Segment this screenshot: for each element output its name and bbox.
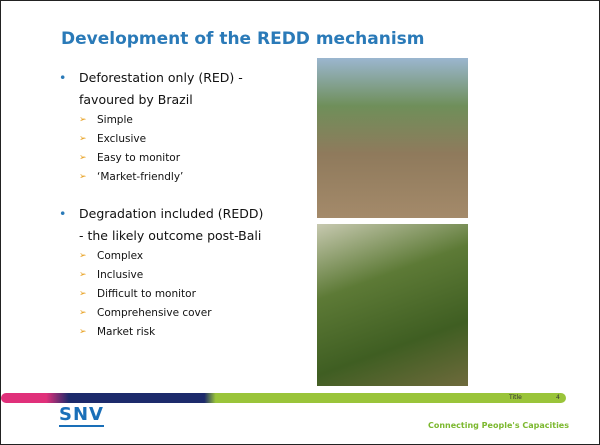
slide-title: Development of the REDD mechanism: [61, 29, 425, 49]
logo: SNV: [59, 405, 104, 427]
bullet: Deforestation only (RED) - favoured by B…: [53, 67, 269, 111]
sub-bullet: Difficult to monitor: [53, 285, 303, 304]
bullet: Degradation included (REDD) - the likely…: [53, 203, 269, 247]
photo: [317, 58, 468, 218]
photo: [317, 224, 468, 386]
footer-title: Title: [509, 393, 522, 403]
sub-bullet: Comprehensive cover: [53, 304, 303, 323]
slide: Development of the REDD mechanism Defore…: [0, 0, 600, 445]
footer-bar: [1, 393, 566, 403]
tagline: Connecting People's Capacities: [428, 421, 569, 430]
bullet-group: Degradation included (REDD) - the likely…: [53, 203, 303, 342]
bullet-group: Deforestation only (RED) - favoured by B…: [53, 67, 303, 187]
sub-bullet: Inclusive: [53, 266, 303, 285]
bullet-list: Deforestation only (RED) - favoured by B…: [53, 67, 303, 358]
sub-bullet: Simple: [53, 111, 303, 130]
sub-bullet: Market risk: [53, 323, 303, 342]
sub-bullet: Complex: [53, 247, 303, 266]
sub-bullet: ‘Market-friendly’: [53, 168, 303, 187]
sub-bullet: Exclusive: [53, 130, 303, 149]
page-number: 4: [556, 393, 560, 403]
sub-bullet: Easy to monitor: [53, 149, 303, 168]
